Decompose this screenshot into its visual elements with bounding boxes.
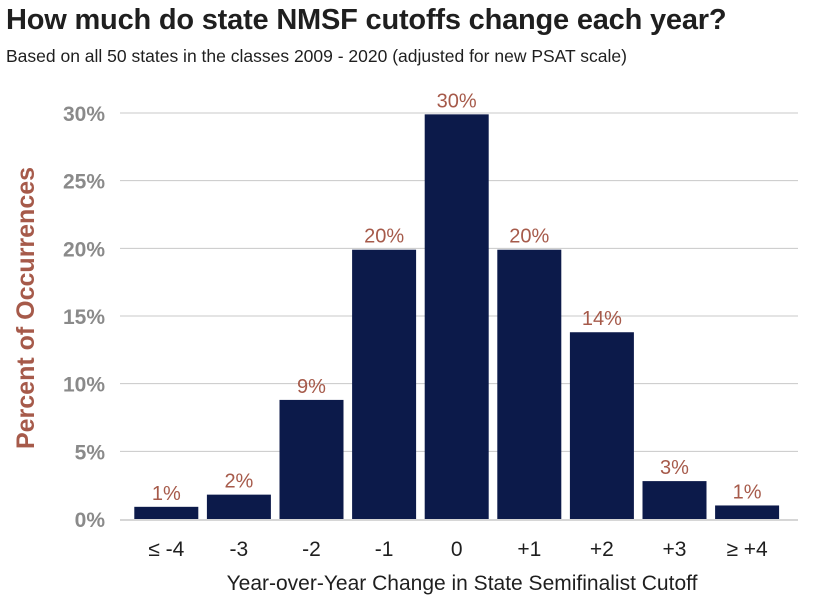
data-label: 9% [297, 376, 326, 398]
data-label: 14% [582, 308, 622, 330]
x-category-label: 0 [451, 538, 463, 561]
x-category-label: ≥ +4 [726, 538, 768, 561]
y-axis-title: Percent of Occurrences [12, 167, 40, 449]
bar [642, 481, 707, 519]
x-category-label: -2 [302, 538, 321, 561]
bar [206, 494, 271, 519]
data-label: 20% [364, 226, 404, 248]
bar [134, 506, 199, 519]
data-label: 2% [224, 471, 253, 493]
y-tick-label: 15% [63, 306, 105, 329]
data-labels: 1% 2% 9% 20% 30% 20% 14% 3% 1% [152, 90, 762, 504]
data-label: 1% [152, 483, 181, 505]
x-category-label: -1 [375, 538, 394, 561]
x-category-label: +3 [663, 538, 687, 561]
x-category-label: -3 [230, 538, 249, 561]
x-axis-title: Year-over-Year Change in State Semifinal… [227, 572, 698, 595]
bar [352, 249, 417, 520]
y-tick-label: 30% [63, 103, 105, 126]
bar [424, 114, 489, 519]
data-label: 1% [733, 481, 762, 503]
y-tick-label: 0% [75, 509, 106, 532]
y-tick-label: 25% [63, 171, 105, 194]
data-label: 30% [437, 90, 477, 112]
x-category-label: ≤ -4 [148, 538, 184, 561]
chart-subtitle: Based on all 50 states in the classes 20… [6, 46, 627, 66]
data-label: 20% [509, 226, 549, 248]
y-axis-ticks: 0% 5% 10% 15% 20% 25% 30% [63, 103, 105, 532]
y-tick-label: 10% [63, 374, 105, 397]
data-label: 3% [660, 457, 689, 479]
x-category-label: +2 [590, 538, 614, 561]
bar [569, 332, 634, 519]
bar [497, 249, 562, 520]
bar [279, 399, 344, 519]
x-category-label: +1 [517, 538, 541, 561]
chart-title: How much do state NMSF cutoffs change ea… [6, 4, 727, 36]
bars [134, 114, 780, 520]
bar [715, 505, 780, 519]
y-tick-label: 5% [75, 441, 106, 464]
y-tick-label: 20% [63, 238, 105, 261]
x-axis-categories: ≤ -4 -3 -2 -1 0 +1 +2 +3 ≥ +4 [148, 538, 768, 561]
